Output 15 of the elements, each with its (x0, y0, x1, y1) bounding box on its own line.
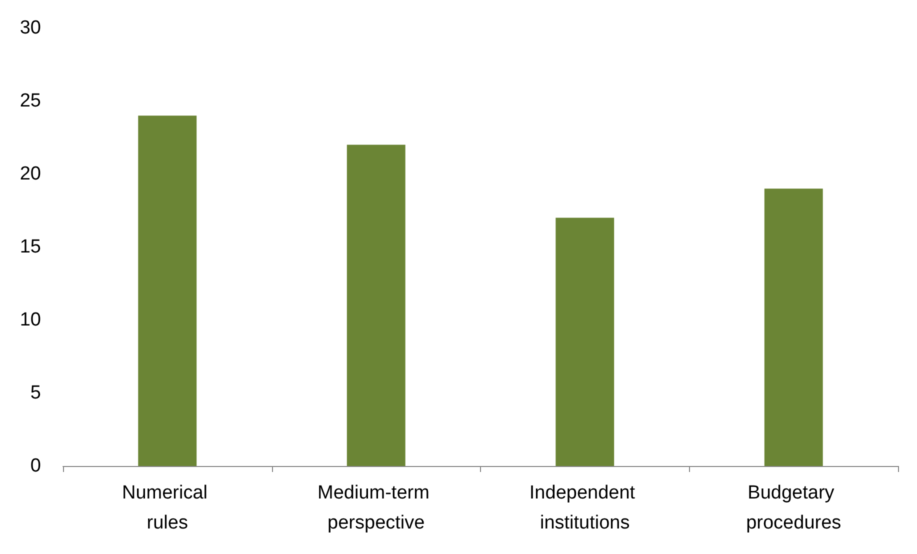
x-tick-label: Budgetary procedures (746, 482, 842, 534)
y-tick-label: 15 (20, 236, 41, 258)
y-tick-label: 5 (30, 382, 41, 404)
y-tick-label: 30 (20, 18, 41, 38)
x-tick-label: Medium-term perspective (318, 482, 435, 534)
y-tick-label: 10 (20, 310, 41, 330)
bar (138, 116, 197, 466)
y-tick-label: 20 (20, 164, 41, 184)
bar (346, 144, 406, 466)
x-tick-label: Numerical rules (122, 482, 213, 534)
bar (556, 218, 614, 466)
x-tick-label: Independent institutions (529, 482, 640, 534)
bar (764, 188, 823, 466)
y-tick-label: 25 (20, 90, 41, 112)
y-tick-label: 0 (30, 456, 41, 476)
